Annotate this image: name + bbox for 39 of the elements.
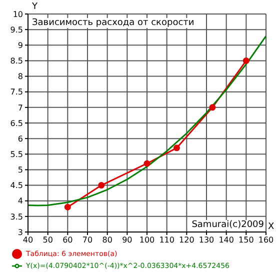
annotation: Samurai(c)2009 [192,220,264,230]
x-tick-label: 150 [238,236,254,245]
y-tick-label: 7 [18,103,23,112]
y-tick-label: 4.5 [10,181,23,190]
point [242,57,250,64]
x-tick-label: 60 [62,236,73,245]
x-tick-label: 70 [82,236,93,245]
point [144,160,150,167]
point [209,104,216,111]
y-axis-title: Y [32,2,38,12]
y-tick-label: 8 [18,72,23,82]
y-tick-label: 3 [18,228,23,237]
x-tick-label: 40 [22,236,34,245]
point [174,144,180,152]
y-tick-label: 5 [18,166,23,175]
y-tick-label: 8.5 [10,56,23,66]
x-tick-label: 140 [218,236,234,245]
x-tick-label: 160 [258,236,274,245]
y-tick-label: 6 [18,134,23,144]
y-tick-label: 5.5 [10,150,23,159]
y-tick-label: 4 [18,196,23,206]
x-tick-label: 50 [42,236,53,245]
y-tick-label: 9 [18,40,23,50]
x-tick-label: 110 [159,236,174,245]
x-tick-label: 80 [102,236,112,245]
y-tick-label: 6.5 [10,118,23,128]
x-tick-label: 130 [198,236,214,245]
line-series [28,35,266,206]
y-tick-label: 3.5 [10,212,23,222]
y-tick-label: 10 [12,10,23,19]
x-axis-title: X [268,222,274,232]
point [98,182,105,189]
x-tick-label: 100 [139,236,155,245]
x-tick-label: 90 [122,236,132,245]
y-tick-label: 7.5 [10,88,23,97]
point [64,204,71,210]
y-tick-label: 9.5 [10,25,23,34]
x-tick-label: 120 [179,236,194,245]
chart-title: Зависимость расхода от скорости [30,18,196,28]
